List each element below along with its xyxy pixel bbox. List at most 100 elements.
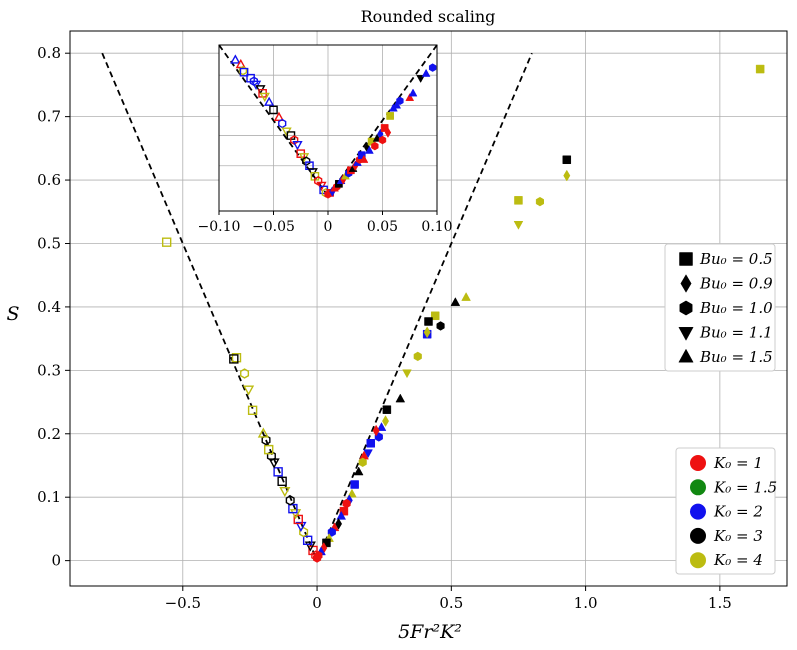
data-point <box>347 488 357 498</box>
data-point <box>311 550 321 561</box>
data-point <box>563 169 571 182</box>
data-point <box>242 385 255 396</box>
data-point <box>288 503 298 514</box>
y-tick-label: 0.7 <box>37 108 61 126</box>
data-point <box>562 155 572 165</box>
y-axis-label: S <box>6 303 19 325</box>
reference-line-left <box>101 52 318 561</box>
data-point <box>413 351 422 362</box>
inset-data-point <box>378 135 387 145</box>
inset-data-point <box>250 80 262 91</box>
data-point <box>366 439 376 448</box>
legend-k-label: K₀ = 4 <box>713 551 763 569</box>
legend-bu-marker <box>679 252 693 266</box>
legend-k-marker <box>690 455 706 471</box>
data-point <box>285 495 295 506</box>
x-axis-label: 5Fr²K² <box>398 621 462 643</box>
legend-k-label: K₀ = 1 <box>713 454 763 472</box>
legend-k-label: K₀ = 1.5 <box>713 478 777 496</box>
data-point <box>273 467 283 477</box>
data-point <box>289 509 302 520</box>
data-point <box>382 405 392 414</box>
data-point <box>335 517 343 530</box>
inset-data-point <box>263 96 275 106</box>
plot-frame <box>69 30 788 587</box>
data-point <box>231 352 242 363</box>
main-points <box>161 64 765 563</box>
data-point <box>372 424 380 437</box>
inset-x-tick-label: 0.10 <box>421 219 452 235</box>
x-tick-label: 1.5 <box>708 594 732 612</box>
inset-data-point <box>405 92 415 101</box>
inset-data-point <box>292 141 303 151</box>
y-tick-label: 0.5 <box>37 234 61 252</box>
data-point <box>395 393 406 403</box>
inset-data-point <box>273 111 285 122</box>
data-point <box>382 415 390 427</box>
data-point <box>423 326 431 339</box>
legend-bu: Bu₀ = 0.5 Bu₀ = 0.9 Bu₀ = 1.0 Bu₀ = 1.1 Bu₀ … <box>664 243 776 372</box>
legend-k-marker <box>690 503 706 520</box>
inset-data-point <box>408 88 418 97</box>
inset-data-point <box>230 54 241 64</box>
data-point <box>261 434 271 446</box>
data-point <box>424 317 433 326</box>
data-point <box>450 297 461 306</box>
y-tick-label: 0.3 <box>37 361 61 379</box>
inset-data-point <box>359 154 369 163</box>
inset-data-point <box>259 92 270 103</box>
inset-data-point <box>310 171 320 181</box>
data-point <box>430 311 440 321</box>
data-point <box>293 514 303 525</box>
data-point <box>257 427 269 438</box>
legend-bu-marker <box>678 327 694 341</box>
y-tick-label: 0.4 <box>37 298 61 316</box>
data-point <box>461 292 471 301</box>
inset-data-point <box>416 75 426 84</box>
data-point <box>327 527 336 537</box>
inset-data-point <box>278 118 287 129</box>
inset-x-tick-label: 0.05 <box>367 219 398 235</box>
data-point <box>295 521 307 532</box>
data-point <box>535 196 544 207</box>
inset-x-tick-label: 0 <box>324 219 333 235</box>
reference-line-right <box>316 52 533 561</box>
legend-bu-label: Bu₀ = 1.0 <box>699 299 773 317</box>
y-tick-label: 0.8 <box>37 44 61 62</box>
data-point <box>240 368 250 379</box>
y-tick-label: 0 <box>51 552 61 570</box>
data-point <box>342 498 351 509</box>
inset-data-point <box>269 105 278 115</box>
legend-bu-marker <box>679 300 693 316</box>
inset-x-tick-label: −0.05 <box>252 219 295 235</box>
data-point <box>336 510 347 520</box>
data-point <box>277 476 287 487</box>
data-point <box>302 535 313 546</box>
x-tick-label: −0.5 <box>165 594 201 612</box>
legend-k-marker <box>690 479 706 496</box>
chart-title: Rounded scaling <box>361 7 496 26</box>
data-point <box>229 354 239 364</box>
inset-data-point <box>396 96 404 106</box>
legend-bu-label: Bu₀ = 1.5 <box>699 348 773 366</box>
legend-k-label: K₀ = 2 <box>713 503 763 521</box>
data-point <box>299 526 309 538</box>
data-point <box>376 422 387 431</box>
legend-k-marker <box>690 527 706 544</box>
legend-bu-label: Bu₀ = 0.9 <box>699 275 773 293</box>
data-point <box>279 486 291 498</box>
inset-chart: −0.10 −0.05 0 0.05 0.10 <box>198 44 453 235</box>
legend-k-label: K₀ = 3 <box>713 527 763 545</box>
x-tick-label: 1.0 <box>574 594 598 612</box>
data-point <box>513 221 524 230</box>
legend-bu-box <box>664 243 776 372</box>
data-point <box>436 321 445 331</box>
data-point <box>350 480 359 489</box>
data-point <box>363 449 373 459</box>
y-tick-label: 0.1 <box>37 488 61 506</box>
data-point <box>514 196 523 205</box>
inset-data-point <box>296 149 306 158</box>
inset-data-point <box>392 100 402 109</box>
inset-x-tick-label: −0.10 <box>198 219 241 235</box>
